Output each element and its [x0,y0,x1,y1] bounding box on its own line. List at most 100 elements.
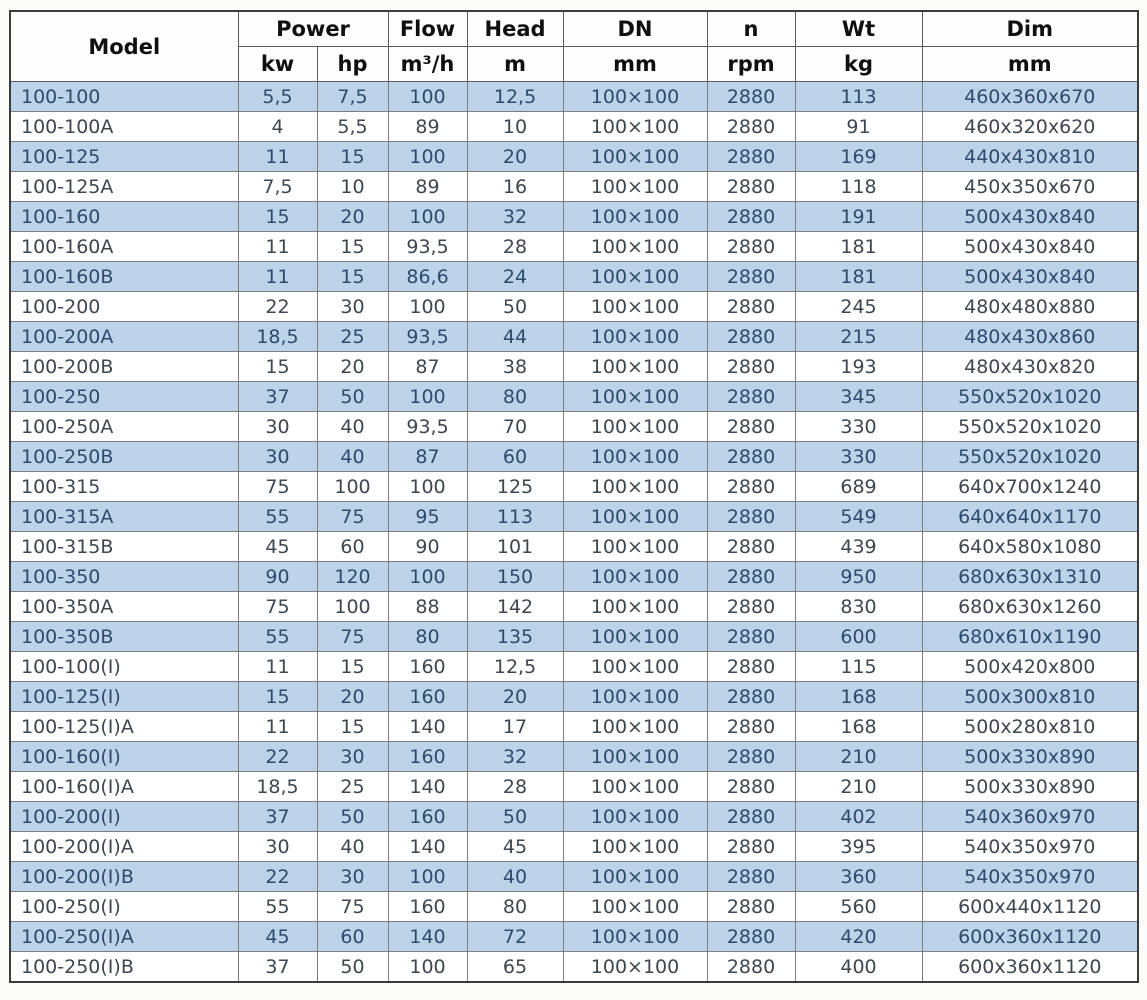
flow-cell: 87 [387,351,468,382]
dn-cell: 100×100 [562,951,708,983]
wt-cell: 168 [794,681,923,712]
flow-cell: 160 [387,681,468,712]
wt-cell: 330 [794,441,923,472]
wt-cell: 420 [794,921,923,952]
header-row-units: kw hp m³/h m mm rpm kg mm [10,46,1139,82]
model-cell: 100-160 [9,201,239,232]
dn-cell: 100×100 [562,771,708,802]
table-row: 100-250(I) 55 75 160 80 100×100 2880 560 600x440… [9,891,1139,922]
head-cell: 45 [466,831,564,862]
rpm-cell: 2880 [706,861,796,892]
header-n-unit: rpm [706,46,796,82]
power-kw-cell: 15 [237,351,318,382]
table-row: 100-200A 18,5 25 93,5 44 100×100 2880 215 480x43… [9,321,1139,352]
model-cell: 100-100(I) [9,651,239,682]
model-cell: 100-200(I)B [9,861,239,892]
dim-cell: 480x480x880 [921,291,1139,322]
power-hp-cell: 40 [316,831,389,862]
rpm-cell: 2880 [706,951,796,983]
model-cell: 100-315A [9,501,239,532]
flow-cell: 140 [387,831,468,862]
table-row: 100-200(I)B 22 30 100 40 100×100 2880 360 540x35… [9,861,1139,892]
rpm-cell: 2880 [706,321,796,352]
table-row: 100-200(I)A 30 40 140 45 100×100 2880 395 540x35… [9,831,1139,862]
dn-cell: 100×100 [562,891,708,922]
header-kw-unit: kw [237,46,318,82]
power-hp-cell: 75 [316,501,389,532]
rpm-cell: 2880 [706,531,796,562]
rpm-cell: 2880 [706,651,796,682]
wt-cell: 169 [794,141,923,172]
wt-cell: 950 [794,561,923,592]
wt-cell: 210 [794,771,923,802]
rpm-cell: 2880 [706,411,796,442]
rpm-cell: 2880 [706,201,796,232]
power-hp-cell: 15 [316,651,389,682]
dim-cell: 480x430x820 [921,351,1139,382]
head-cell: 24 [466,261,564,292]
rpm-cell: 2880 [706,261,796,292]
power-kw-cell: 18,5 [237,321,318,352]
model-cell: 100-125A [9,171,239,202]
power-hp-cell: 120 [316,561,389,592]
rpm-cell: 2880 [706,621,796,652]
power-hp-cell: 20 [316,351,389,382]
header-dim: Dim [921,10,1139,47]
rpm-cell: 2880 [706,891,796,922]
dim-cell: 540x360x970 [921,801,1139,832]
power-kw-cell: 4 [237,111,318,142]
dim-cell: 460x360x670 [921,81,1139,112]
head-cell: 44 [466,321,564,352]
model-cell: 100-200(I) [9,801,239,832]
dim-cell: 500x330x890 [921,771,1139,802]
rpm-cell: 2880 [706,441,796,472]
head-cell: 10 [466,111,564,142]
flow-cell: 100 [387,471,468,502]
head-cell: 65 [466,951,564,983]
wt-cell: 193 [794,351,923,382]
rpm-cell: 2880 [706,171,796,202]
head-cell: 70 [466,411,564,442]
dn-cell: 100×100 [562,861,708,892]
dn-cell: 100×100 [562,171,708,202]
wt-cell: 210 [794,741,923,772]
flow-cell: 160 [387,891,468,922]
header-flow: Flow [387,10,468,47]
rpm-cell: 2880 [706,381,796,412]
table-row: 100-200B 15 20 87 38 100×100 2880 193 480x430x82… [9,351,1139,382]
rpm-cell: 2880 [706,231,796,262]
table-row: 100-100(I) 11 15 160 12,5 100×100 2880 115 500x4… [9,651,1139,682]
power-hp-cell: 20 [316,681,389,712]
power-kw-cell: 30 [237,411,318,442]
dn-cell: 100×100 [562,261,708,292]
flow-cell: 100 [387,861,468,892]
power-hp-cell: 50 [316,381,389,412]
power-hp-cell: 100 [316,471,389,502]
table-row: 100-160(I) 22 30 160 32 100×100 2880 210 500x330… [9,741,1139,772]
dim-cell: 640x700x1240 [921,471,1139,502]
dim-cell: 460x320x620 [921,111,1139,142]
power-hp-cell: 5,5 [316,111,389,142]
head-cell: 32 [466,201,564,232]
power-kw-cell: 30 [237,831,318,862]
flow-cell: 140 [387,711,468,742]
dim-cell: 680x630x1260 [921,591,1139,622]
model-cell: 100-250(I)A [9,921,239,952]
dim-cell: 550x520x1020 [921,441,1139,472]
wt-cell: 439 [794,531,923,562]
power-hp-cell: 50 [316,801,389,832]
dim-cell: 680x630x1310 [921,561,1139,592]
table-row: 100-250B 30 40 87 60 100×100 2880 330 550x520x10… [9,441,1139,472]
dn-cell: 100×100 [562,201,708,232]
model-cell: 100-350 [9,561,239,592]
flow-cell: 160 [387,651,468,682]
power-kw-cell: 30 [237,441,318,472]
head-cell: 28 [466,231,564,262]
flow-cell: 93,5 [387,411,468,442]
rpm-cell: 2880 [706,471,796,502]
power-kw-cell: 7,5 [237,171,318,202]
head-cell: 60 [466,441,564,472]
wt-cell: 245 [794,291,923,322]
flow-cell: 100 [387,381,468,412]
power-hp-cell: 15 [316,261,389,292]
